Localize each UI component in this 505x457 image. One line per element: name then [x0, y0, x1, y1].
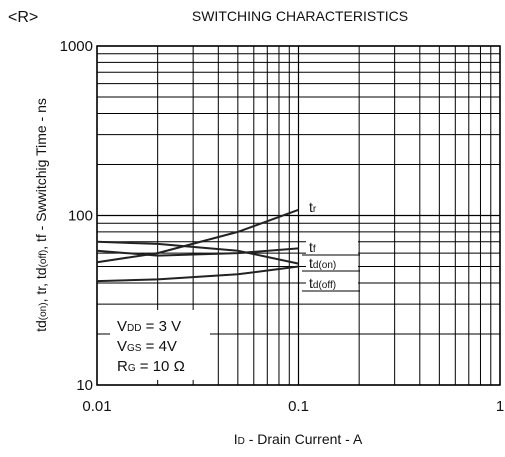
series-line — [96, 247, 299, 257]
text-part: V — [117, 338, 127, 355]
condition: VDD = 3 V — [117, 318, 181, 335]
series-line — [96, 208, 299, 264]
subscript: DD — [127, 323, 141, 334]
label-backdrop — [306, 276, 358, 292]
series-label: td(on) — [309, 255, 336, 271]
y-axis-label: td(on), tr, td(off), tf - Swwitchig Time… — [33, 98, 49, 332]
text-part: = 3 V — [141, 318, 181, 335]
text-part: t — [309, 239, 313, 255]
condition: RG = 10 Ω — [117, 358, 185, 375]
subscript: r — [313, 204, 317, 215]
x-tick-label: 0.01 — [82, 398, 111, 415]
text-part: I — [234, 431, 238, 447]
text-part: t — [309, 255, 313, 271]
text-part: V — [117, 318, 127, 335]
subscript: f — [313, 244, 316, 255]
subscript: D — [238, 436, 245, 447]
subscript: d(on) — [313, 260, 336, 271]
text-part: = 10 Ω — [136, 358, 185, 375]
subscript: d(off) — [313, 280, 336, 291]
label-backdrop — [306, 240, 358, 256]
y-tick-label: 100 — [68, 208, 93, 225]
y-tick-label: 10 — [76, 377, 93, 394]
text-part: t — [309, 199, 313, 215]
series-label: tf — [309, 239, 316, 255]
series-line — [96, 265, 299, 283]
subscript: (off) — [38, 250, 49, 268]
series-label: td(off) — [309, 275, 336, 291]
x-tick-label: 0.1 — [288, 398, 309, 415]
text-part: , tr, td — [33, 267, 49, 302]
subscript: G — [128, 363, 136, 374]
y-tick-label: 1000 — [60, 38, 93, 55]
revision-mark: <R> — [8, 9, 38, 26]
text-part: td — [33, 320, 49, 332]
x-tick-label: 1 — [496, 398, 504, 415]
series-line — [96, 240, 299, 265]
text-part: - Drain Current - A — [245, 431, 363, 447]
condition: VGS = 4V — [117, 338, 177, 355]
subscript: (on) — [38, 302, 49, 320]
label-backdrop — [306, 256, 358, 272]
text-part: t — [309, 275, 313, 291]
plot-frame — [96, 45, 501, 386]
text-part: R — [117, 358, 128, 375]
series-label: tr — [309, 199, 317, 215]
subscript: GS — [127, 343, 142, 354]
chart-title: SWITCHING CHARACTERISTICS — [192, 8, 408, 24]
conditions-box — [110, 310, 210, 380]
text-part: = 4V — [141, 338, 176, 355]
x-axis-label: ID - Drain Current - A — [234, 431, 363, 447]
text-part: , tf - Swwitchig Time - ns — [33, 98, 49, 250]
